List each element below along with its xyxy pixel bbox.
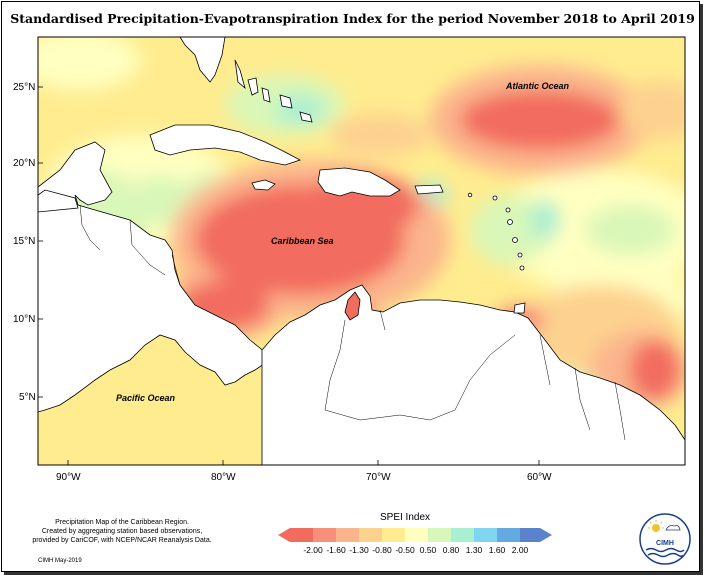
legend-tick: -1.30	[349, 545, 369, 555]
lat-tick-label: 10°N	[13, 314, 35, 325]
lat-tick-label: 25°N	[13, 82, 35, 93]
lon-tick-label: 70°W	[366, 472, 391, 483]
legend-tick: -2.00	[303, 545, 323, 555]
country-borders	[79, 204, 626, 441]
caribbean-sea-label: Caribbean Sea	[271, 236, 334, 246]
legend-tick: -1.60	[326, 545, 346, 555]
lat-tick-label: 15°N	[13, 236, 35, 247]
legend-tick: 0.50	[419, 545, 437, 555]
lon-tick-label: 80°W	[211, 472, 236, 483]
legend-tick: -0.50	[395, 545, 415, 555]
pacific-ocean-label: Pacific Ocean	[116, 393, 176, 403]
atlantic-ocean-label: Atlantic Ocean	[505, 81, 570, 91]
lat-tick-label: 5°N	[19, 392, 36, 403]
land-masses	[38, 37, 685, 465]
graticule-ticks	[38, 86, 540, 465]
legend-arrow-low	[278, 528, 290, 542]
lat-tick-label: 20°N	[13, 158, 35, 169]
spei-field	[38, 37, 685, 465]
legend-tick: -0.80	[372, 545, 392, 555]
footnote-line: provided by CariCOF, with NCEP/NCAR Rean…	[32, 537, 212, 544]
logo-text: CIMH	[656, 540, 674, 547]
map-border	[37, 36, 686, 466]
legend-colorbar	[278, 528, 552, 542]
legend-title: SPEI Index	[379, 512, 431, 523]
legend-tick: 0.80	[442, 545, 460, 555]
lon-tick-label: 60°W	[527, 472, 552, 483]
lon-tick-label: 90°W	[56, 472, 81, 483]
legend-tick: 1.60	[488, 545, 506, 555]
legend-tick: 2.00	[511, 545, 529, 555]
footnote: Precipitation Map of the Caribbean Regio…	[22, 518, 222, 545]
footnote-line: Precipitation Map of the Caribbean Regio…	[55, 519, 189, 526]
legend-tick: 1.30	[465, 545, 483, 555]
footnote-date: CIMH May-2019	[38, 558, 82, 564]
footnote-line: Created by aggregating station based obs…	[41, 528, 203, 535]
cimh-logo-icon: CIMH	[639, 513, 691, 565]
legend-arrow-high	[540, 528, 552, 542]
map-title: Standardised Precipitation-Evapotranspir…	[10, 11, 695, 26]
